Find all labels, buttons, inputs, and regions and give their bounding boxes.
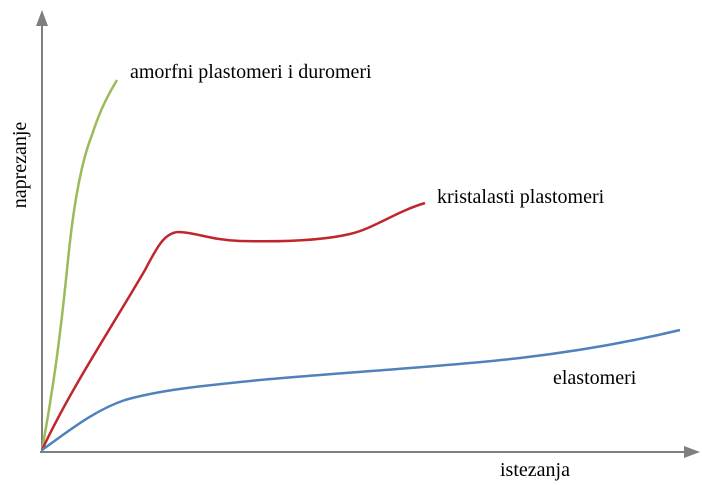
- x-axis-label: istezanja: [500, 459, 570, 481]
- y-axis-label: naprezanje: [9, 122, 31, 209]
- curve-label: elastomeri: [553, 367, 637, 389]
- curve-label: kristalasti plastomeri: [437, 186, 605, 208]
- y-axis-arrow: [36, 10, 48, 26]
- curve-amorphous: [40, 79, 119, 451]
- curve-elastomers: [41, 328, 681, 452]
- curve-crystalline: [40, 201, 426, 451]
- x-axis-arrow: [684, 446, 700, 458]
- curve-label: amorfni plastomeri i duromeri: [130, 61, 372, 83]
